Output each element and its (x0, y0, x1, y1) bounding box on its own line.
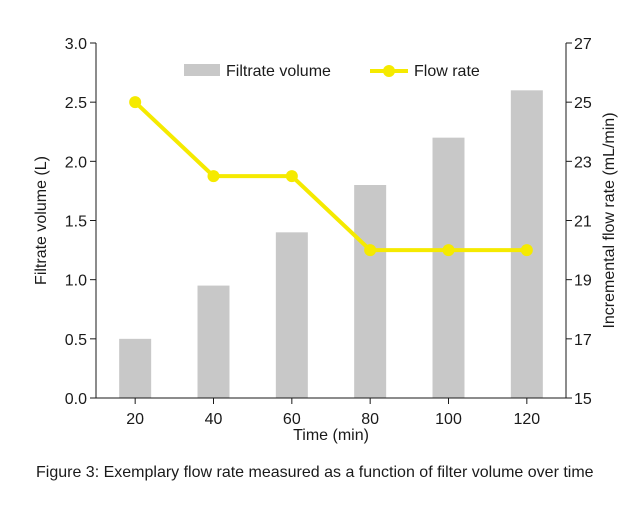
left-tick-label: 0.0 (65, 391, 87, 408)
left-tick-label: 3.0 (65, 36, 87, 53)
bar-filtrate-60 (275, 232, 308, 398)
x-tick-label: 100 (435, 411, 462, 428)
flow-rate-point-100 (442, 244, 455, 257)
flow-rate-point-60 (285, 170, 298, 183)
right-tick-label: 17 (574, 332, 592, 349)
bar-filtrate-40 (197, 285, 230, 398)
right-tick-label: 21 (574, 214, 592, 231)
left-tick-label: 0.5 (65, 332, 87, 349)
x-tick-label: 60 (283, 411, 301, 428)
flow-rate-point-20 (129, 96, 142, 109)
flow-rate-point-80 (364, 244, 377, 257)
left-tick-label: 1.5 (65, 214, 87, 231)
right-tick-label: 15 (574, 391, 592, 408)
left-axis-title: Filtrate volume (L) (33, 156, 50, 285)
right-tick-label: 25 (574, 95, 592, 112)
left-tick-label: 2.5 (65, 95, 87, 112)
figure-caption: Figure 3: Exemplary flow rate measured a… (36, 464, 594, 481)
legend-flow-label: Flow rate (414, 63, 480, 80)
left-tick-label: 2.0 (65, 154, 87, 171)
x-axis-title: Time (min) (293, 427, 369, 444)
flow-rate-line (133, 100, 527, 253)
flow-rate-point-40 (207, 170, 220, 183)
x-tick-label: 20 (126, 411, 144, 428)
legend-filtrate-label: Filtrate volume (226, 63, 331, 80)
right-tick-label: 27 (574, 36, 592, 53)
x-tick-label: 80 (361, 411, 379, 428)
x-tick-label: 40 (205, 411, 223, 428)
legend-filtrate-swatch (184, 64, 220, 76)
left-tick-label: 1.0 (65, 273, 87, 290)
right-tick-label: 19 (574, 273, 592, 290)
legend-flow-marker (383, 65, 395, 77)
flow-rate-point-120 (520, 244, 533, 257)
right-tick-label: 23 (574, 154, 592, 171)
bar-filtrate-100 (432, 137, 465, 398)
bar-filtrate-20 (119, 338, 152, 398)
right-axis-title: Incremental flow rate (mL/min) (601, 112, 618, 328)
bar-filtrate-80 (354, 185, 387, 398)
x-tick-label: 120 (513, 411, 540, 428)
